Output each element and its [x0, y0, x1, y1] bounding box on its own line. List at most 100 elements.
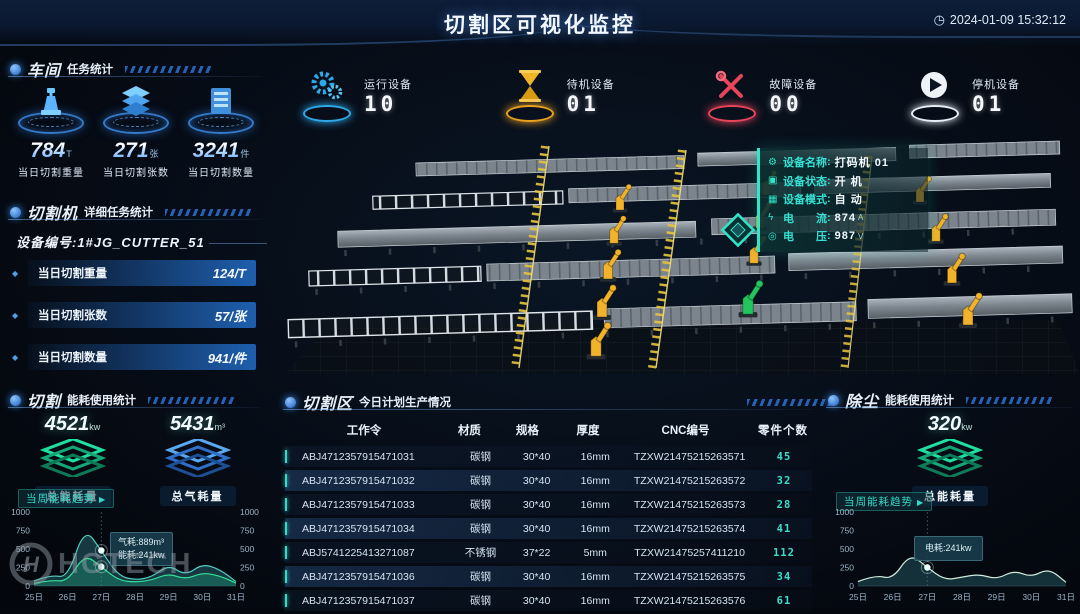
tooltip-label: 设备名称 — [783, 157, 827, 170]
status-value: 00 — [769, 92, 803, 116]
stat-value: 271 — [113, 139, 149, 162]
pedestal-ring — [910, 105, 959, 122]
section-dot-icon — [828, 394, 839, 406]
cutter-title: 切割机 — [27, 206, 79, 223]
play-icon: ▶ — [917, 498, 925, 507]
cell-cnc: TZXW21475215263573 — [633, 498, 746, 511]
svg-text:1000: 1000 — [240, 507, 259, 517]
factory-3d-scene — [284, 140, 1080, 374]
stat-unit: T — [66, 149, 72, 159]
tooltip-row-state: ▣ 设备状态: 开 机 — [768, 174, 863, 188]
gear-icon: ⚙ — [768, 156, 777, 168]
header-streak-right — [560, 20, 1080, 38]
tooltip-line: 电耗:241kw — [925, 543, 972, 553]
section-underline — [8, 76, 260, 77]
svg-text:29日: 29日 — [160, 592, 178, 602]
cutter-row-label: 当日切割数量 — [38, 352, 107, 364]
svg-text:H: H — [23, 552, 40, 577]
svg-text:30日: 30日 — [1022, 592, 1040, 602]
cell-work-order: ABJ4712357915471032 — [302, 474, 415, 487]
diamond-bullet-icon: ◆ — [12, 310, 19, 320]
table-row[interactable]: ABJ4712357915471037 碳钢 30*40 16mm TZXW214752… — [285, 590, 812, 611]
stat-unit: 张 — [149, 149, 159, 159]
cell-thickness: 16mm — [580, 474, 610, 487]
svg-text:750: 750 — [840, 526, 854, 536]
section-underline — [8, 219, 260, 220]
floor-grid — [284, 320, 1080, 374]
hourglass-icon — [518, 70, 541, 102]
cell-spec: 37*22 — [522, 546, 551, 559]
tooltip-unit: A — [858, 213, 864, 223]
repair-tools-icon — [716, 70, 744, 98]
tooltip-row-voltage: ◎ 电 压: 987 V — [768, 230, 864, 244]
voltage-ring-icon: ◎ — [768, 230, 777, 242]
trend-button-label: 当周能耗趋势 — [26, 493, 95, 505]
status-fault[interactable]: 故障设备 00 — [705, 70, 865, 128]
cutter-row-label: 当日切割张数 — [38, 310, 107, 322]
header-streak-left — [0, 26, 560, 46]
cell-spec: 30*40 — [522, 570, 551, 583]
cell-count: 28 — [776, 498, 792, 511]
diamond-bullet-icon: ◆ — [12, 268, 19, 278]
clock-icon: ◷ — [933, 12, 945, 27]
production-subtitle: 今日计划生产情况 — [359, 397, 452, 409]
table-row[interactable]: ABJ4712357915471036 碳钢 30*40 16mm TZXW214752… — [285, 566, 812, 587]
table-row[interactable]: ABJ4712357915471034 碳钢 30*40 16mm TZXW214752… — [285, 518, 812, 539]
status-stopped[interactable]: 停机设备 01 — [908, 70, 1068, 128]
cutter-row-value: 57/张 — [214, 308, 246, 324]
workshop-stats: 784T 当日切割重量 271张 当日切割张数 3241件 当日切割数量 — [10, 80, 262, 179]
svg-text:27日: 27日 — [918, 592, 936, 602]
svg-text:26日: 26日 — [59, 592, 77, 602]
selected-device-marker[interactable] — [720, 212, 756, 248]
col-thickness: 厚度 — [576, 425, 600, 437]
svg-text:25日: 25日 — [25, 592, 43, 602]
blue-layers-icon — [160, 437, 236, 482]
device-number: 设备编号:1#JG_CUTTER_51 — [16, 232, 267, 251]
section-dot-icon — [10, 394, 21, 406]
pedestal-ring — [505, 105, 554, 122]
status-label: 运行设备 — [364, 79, 412, 91]
energy-value: 4521 — [44, 413, 90, 435]
svg-text:27日: 27日 — [92, 592, 110, 602]
col-count: 零件个数 — [757, 425, 808, 437]
gear-icon — [311, 71, 343, 100]
svg-text:30日: 30日 — [193, 592, 211, 602]
svg-text:28日: 28日 — [126, 592, 144, 602]
cell-spec: 30*40 — [522, 594, 551, 607]
tooltip-line: 气耗:889m³ — [118, 537, 165, 547]
tooltip-label: 设备模式 — [783, 194, 827, 207]
table-row[interactable]: ABJ4712357915471033 碳钢 30*40 16mm TZXW214752… — [285, 494, 812, 515]
play-icon: ▶ — [99, 495, 107, 504]
dust-trend-button[interactable]: 当周能耗趋势 ▶ — [836, 492, 933, 511]
tooltip-value: 874 — [834, 211, 857, 224]
cutting-energy-title: 切割 — [27, 394, 62, 411]
status-running[interactable]: 运行设备 10 — [300, 70, 460, 128]
trend-chart-svg: 0 250 500 750 1000 25日 26日 27日 28日 29日 30日 31日 — [835, 507, 1075, 602]
stat-label: 当日切割数量 — [188, 168, 254, 179]
cell-count: 112 — [772, 546, 795, 559]
table-row[interactable]: ABJ4712357915471032 碳钢 30*40 16mm TZXW214752… — [285, 470, 812, 491]
gas-value: 5431 — [170, 413, 215, 435]
svg-text:26日: 26日 — [884, 592, 902, 602]
header-stripes-decoration — [165, 208, 254, 216]
weight-icon — [10, 80, 92, 116]
table-row[interactable]: ABJ5741225413271087 不锈钢 37*22 5mm TZXW214752… — [285, 542, 812, 563]
svg-text:500: 500 — [840, 544, 854, 554]
workshop-panel-header: 车间 任务统计 — [10, 57, 214, 81]
cutting-trend-button[interactable]: 当周能耗趋势 ▶ — [18, 489, 115, 508]
section-underline — [826, 407, 1072, 408]
status-standby[interactable]: 待机设备 01 — [503, 70, 663, 128]
svg-text:31日: 31日 — [227, 592, 245, 602]
workshop-subtitle: 任务统计 — [67, 64, 114, 76]
cell-work-order: ABJ5741225413271087 — [302, 546, 415, 559]
status-value: 10 — [364, 92, 398, 116]
play-icon — [920, 72, 947, 98]
timestamp: ◷ 2024-01-09 15:32:12 — [934, 12, 1066, 28]
header-stripes-decoration — [747, 398, 836, 406]
timestamp-text: 2024-01-09 15:32:12 — [949, 13, 1066, 27]
gas-unit: m³ — [214, 422, 226, 432]
dust-subtitle: 能耗使用统计 — [885, 395, 955, 407]
table-row[interactable]: ABJ4712357915471031 碳钢 30*40 16mm TZXW214752… — [285, 446, 812, 467]
pedestal-ring — [303, 105, 351, 122]
cutter-panel-header: 切割机 详细任务统计 — [10, 200, 254, 224]
